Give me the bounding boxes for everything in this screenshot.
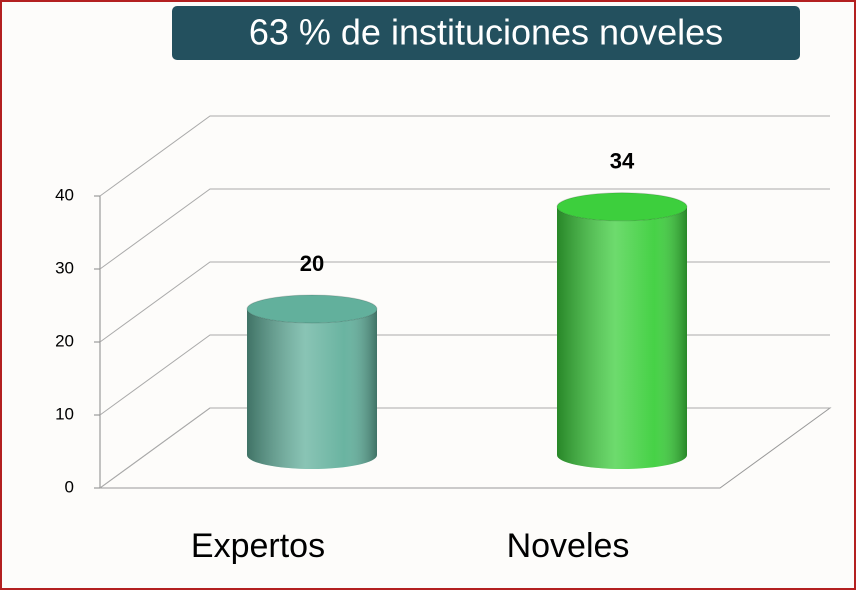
y-tick-label: 0 [65,477,74,496]
y-tick-label: 40 [55,185,74,204]
chart: 63 % de instituciones noveles 0 10 20 30 40 E… [0,0,856,590]
value-label: 34 [610,149,635,174]
value-label: 20 [300,251,324,276]
y-tick-label: 30 [55,258,74,277]
frame [1,1,855,589]
y-tick-label: 10 [55,404,74,423]
bar-top [247,295,377,323]
y-tick-label: 20 [55,331,74,350]
x-tick-label: Noveles [507,527,630,565]
bar-top [557,193,687,221]
x-tick-label: Expertos [191,527,325,565]
bar-shading [557,207,687,469]
bar-shading [247,309,377,469]
chart-title: 63 % de instituciones noveles [249,12,723,53]
